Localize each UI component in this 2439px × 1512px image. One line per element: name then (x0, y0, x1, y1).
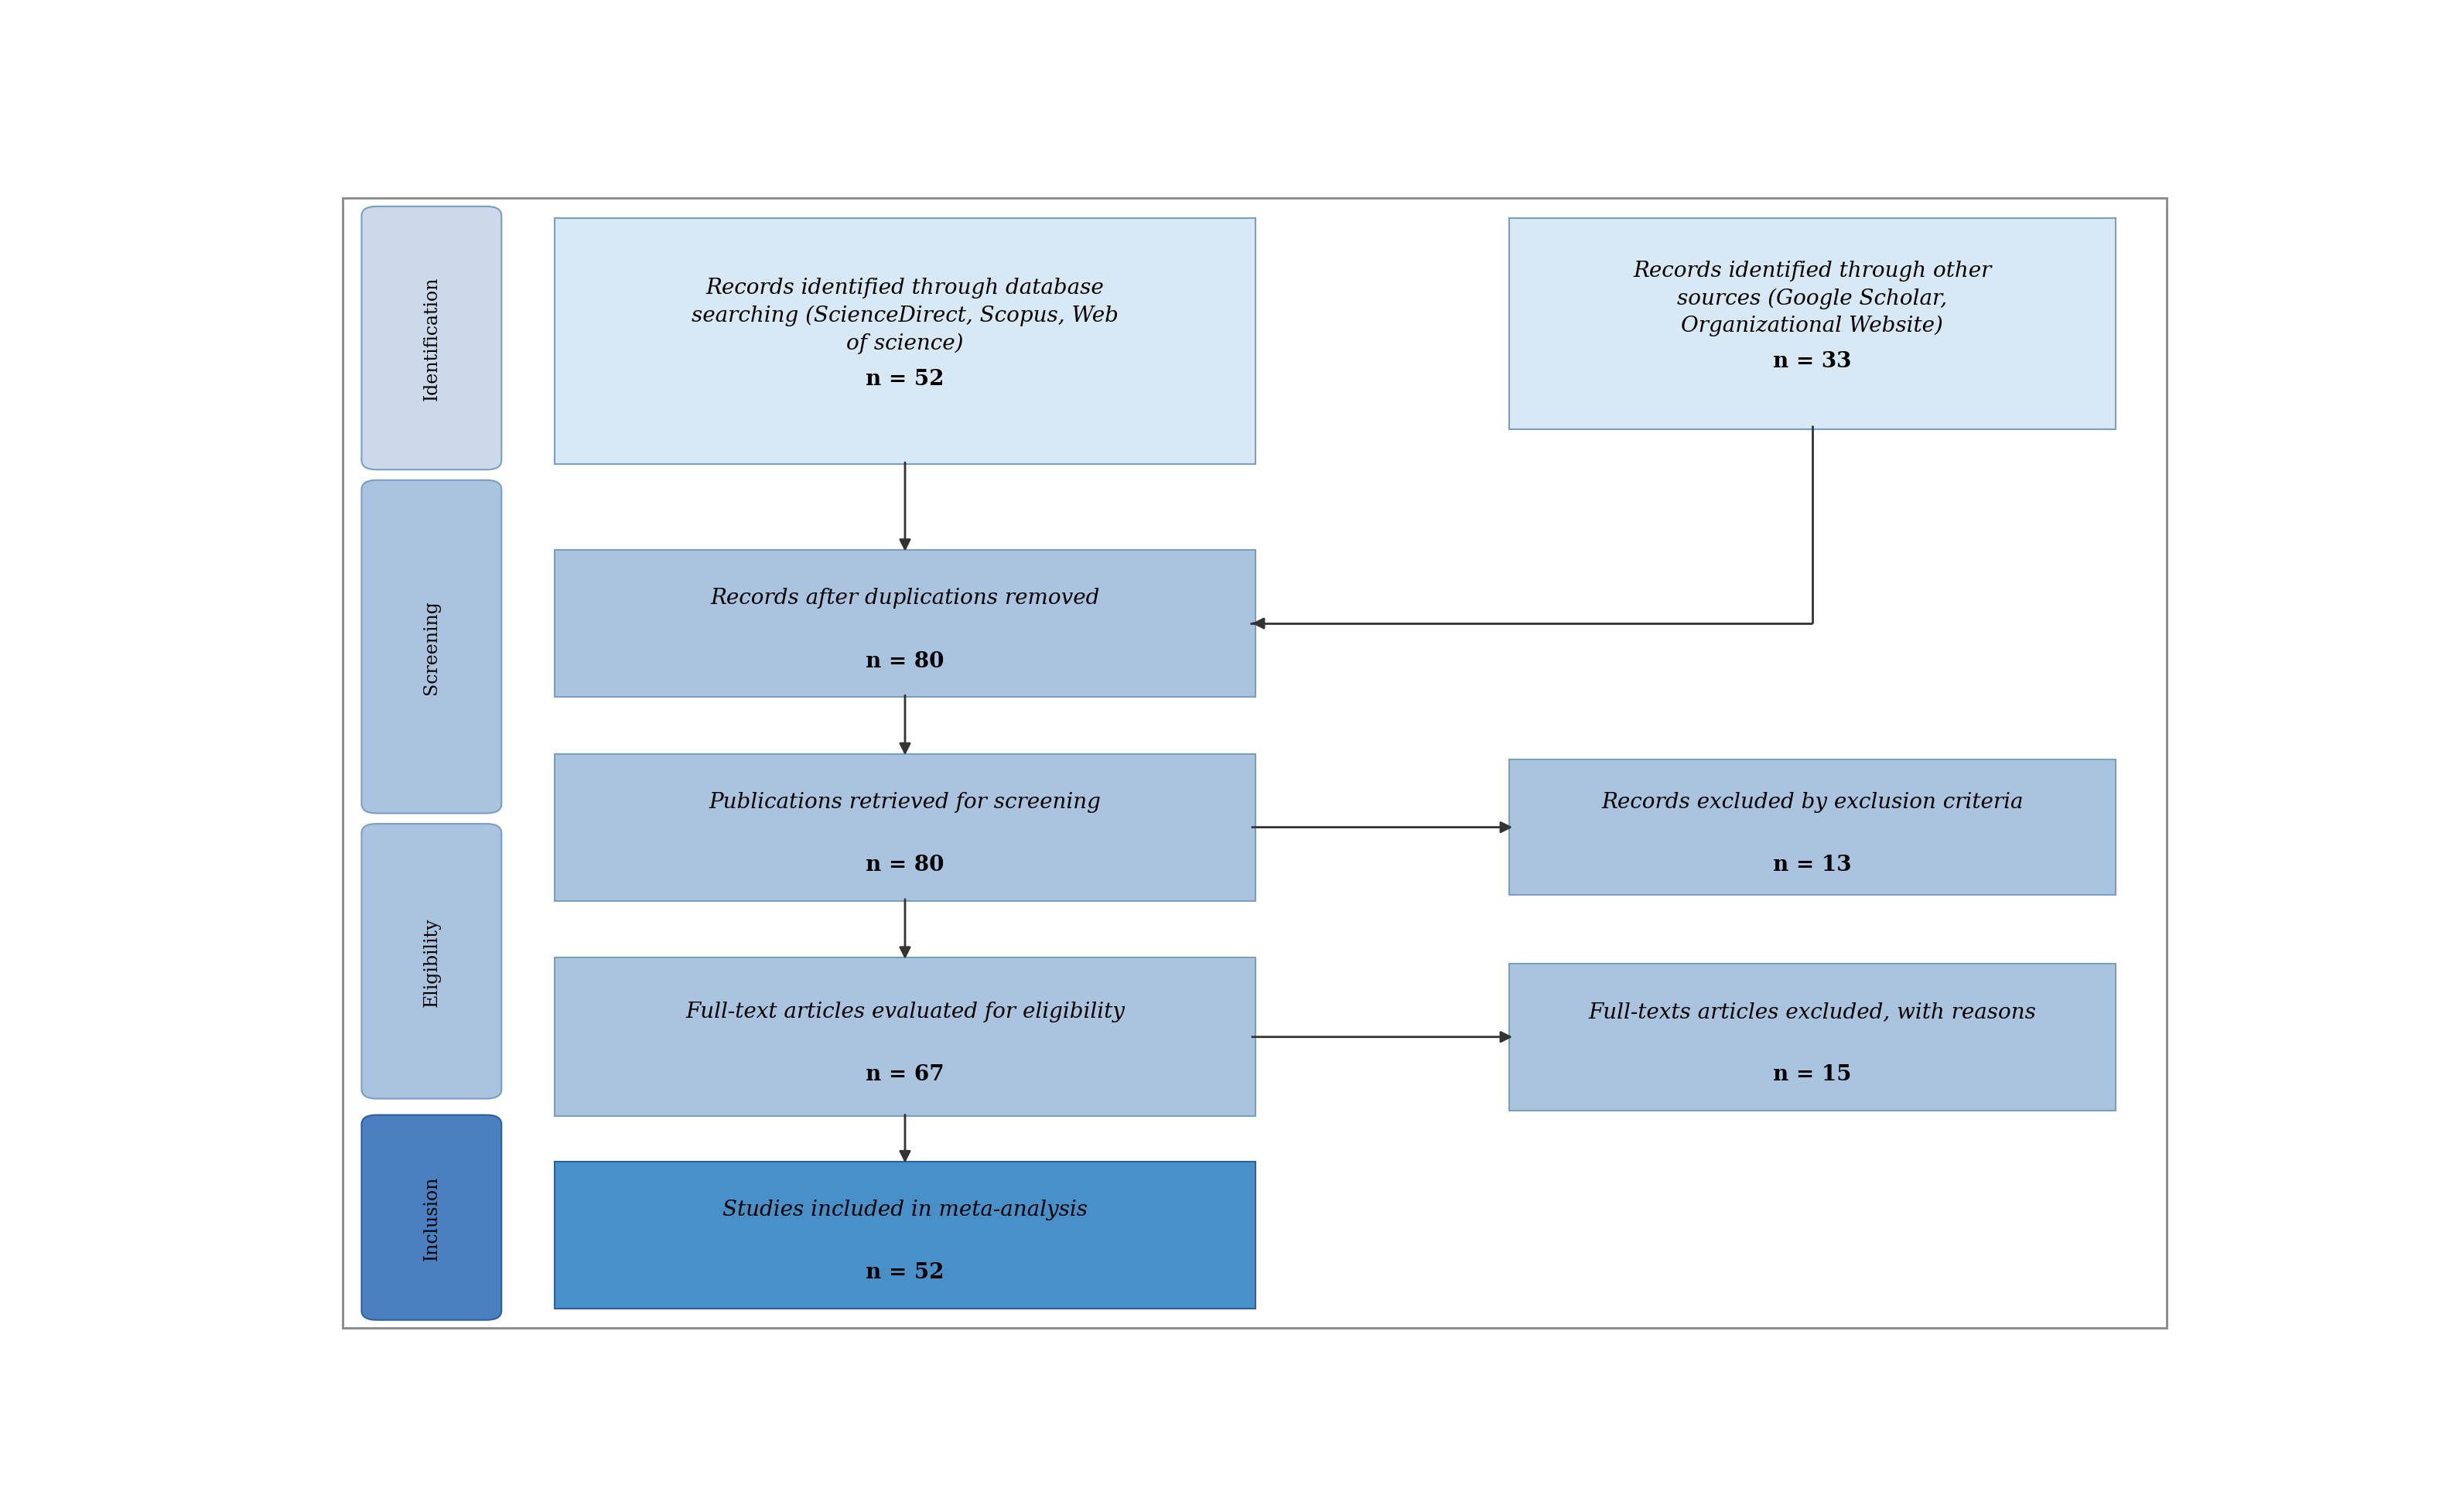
Text: Eligibility: Eligibility (422, 916, 441, 1005)
FancyBboxPatch shape (1510, 219, 2115, 429)
FancyBboxPatch shape (554, 219, 1256, 464)
FancyBboxPatch shape (554, 1161, 1256, 1308)
Text: n = 52: n = 52 (866, 1263, 944, 1282)
FancyBboxPatch shape (554, 550, 1256, 697)
FancyBboxPatch shape (1510, 963, 2115, 1110)
Text: n = 15: n = 15 (1773, 1064, 1851, 1084)
Text: Records identified through database
searching (ScienceDirect, Scopus, Web
of sci: Records identified through database sear… (693, 278, 1120, 354)
Text: Inclusion: Inclusion (422, 1175, 441, 1259)
FancyBboxPatch shape (1510, 761, 2115, 895)
FancyBboxPatch shape (554, 959, 1256, 1116)
FancyBboxPatch shape (361, 207, 502, 470)
Text: Records after duplications removed: Records after duplications removed (710, 588, 1100, 609)
Text: Full-texts articles excluded, with reasons: Full-texts articles excluded, with reaso… (1588, 1001, 2037, 1022)
Text: Identification: Identification (422, 277, 441, 401)
FancyBboxPatch shape (361, 824, 502, 1099)
FancyBboxPatch shape (361, 481, 502, 813)
Text: Studies included in meta-analysis: Studies included in meta-analysis (722, 1199, 1088, 1220)
Text: n = 52: n = 52 (866, 369, 944, 389)
Text: n = 33: n = 33 (1773, 351, 1851, 372)
Text: n = 67: n = 67 (866, 1064, 944, 1084)
Text: Records identified through other
sources (Google Scholar,
Organizational Website: Records identified through other sources… (1634, 260, 1993, 337)
Text: Full-text articles evaluated for eligibility: Full-text articles evaluated for eligibi… (685, 1001, 1124, 1022)
Text: n = 80: n = 80 (866, 854, 944, 875)
FancyBboxPatch shape (361, 1116, 502, 1320)
Text: Publications retrieved for screening: Publications retrieved for screening (710, 792, 1100, 812)
Text: n = 80: n = 80 (866, 650, 944, 671)
FancyBboxPatch shape (341, 200, 2166, 1328)
Text: Screening: Screening (422, 600, 441, 694)
Text: Records excluded by exclusion criteria: Records excluded by exclusion criteria (1602, 792, 2024, 812)
FancyBboxPatch shape (554, 754, 1256, 901)
Text: n = 13: n = 13 (1773, 854, 1851, 875)
